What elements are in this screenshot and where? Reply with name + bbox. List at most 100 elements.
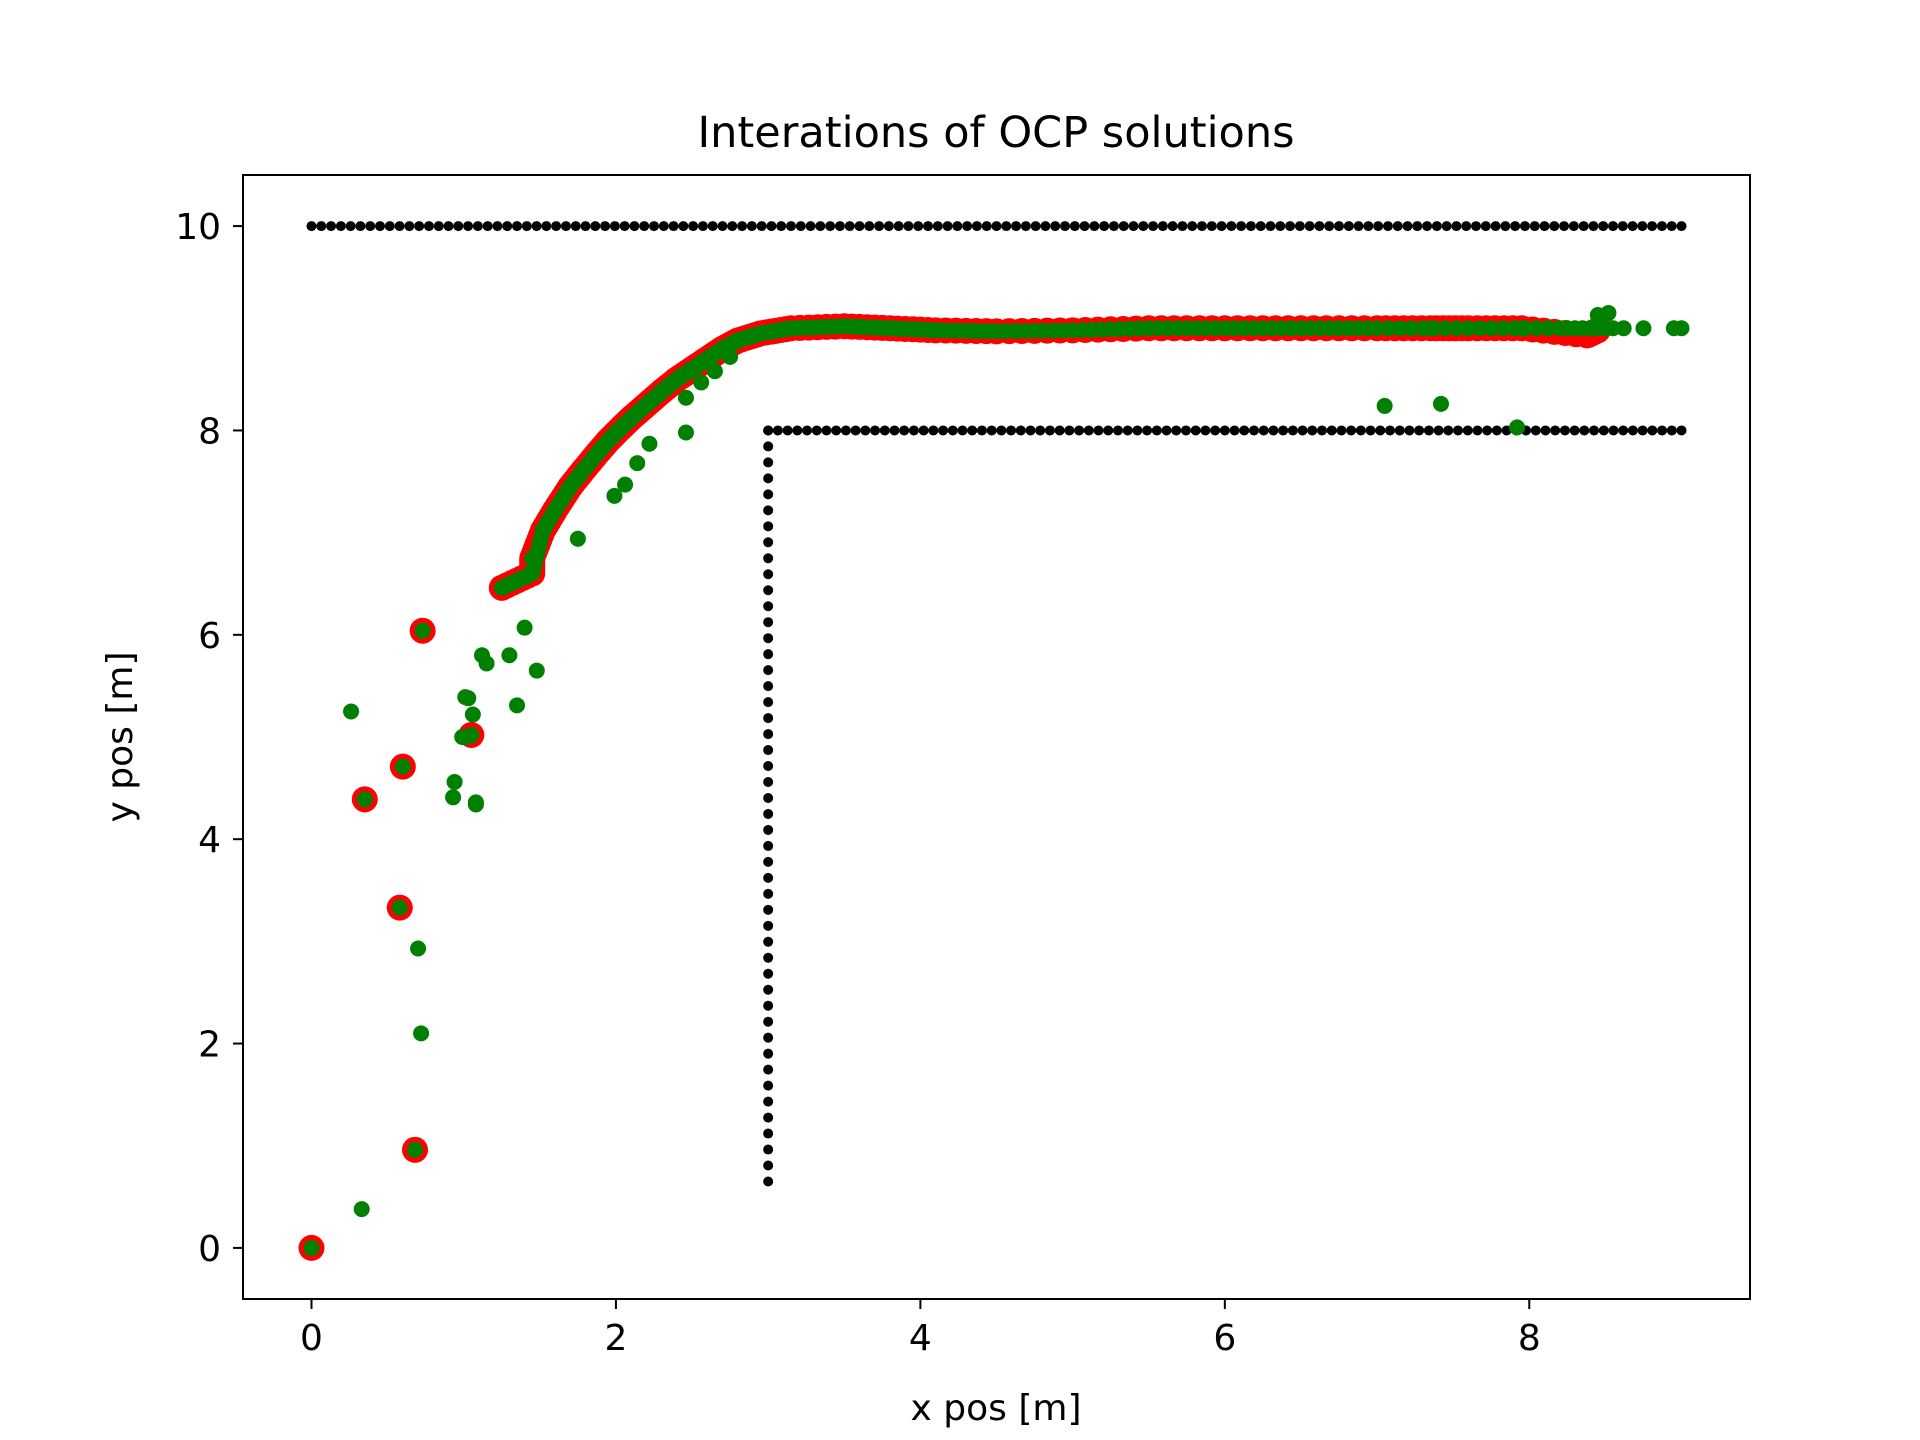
obstacle-top-wall-point — [1647, 221, 1658, 232]
green-iterate-point — [528, 662, 545, 679]
y-tick-label: 10 — [175, 207, 221, 248]
obstacle-top-wall-point — [1451, 221, 1462, 232]
obstacle-lower-wall-point — [1579, 425, 1590, 436]
obstacle-vertical-wall-point — [763, 1080, 774, 1091]
obstacle-vertical-wall-point — [763, 1112, 774, 1123]
obstacle-lower-wall-point — [899, 425, 910, 436]
obstacle-top-wall-point — [1314, 221, 1325, 232]
obstacle-lower-wall-point — [1248, 425, 1259, 436]
obstacle-top-wall-point — [326, 221, 337, 232]
obstacle-top-wall-point — [932, 221, 943, 232]
obstacle-top-wall-point — [1617, 221, 1628, 232]
obstacle-top-wall-point — [600, 221, 611, 232]
obstacle-top-wall-point — [991, 221, 1002, 232]
obstacle-lower-wall-point — [1083, 425, 1094, 436]
obstacle-lower-wall-point — [850, 425, 861, 436]
obstacle-vertical-wall-point — [763, 585, 774, 596]
obstacle-lower-wall-point — [1006, 425, 1017, 436]
green-iterate-point — [1506, 320, 1523, 337]
obstacle-top-wall-point — [345, 221, 356, 232]
obstacle-lower-wall-point — [1589, 425, 1600, 436]
obstacle-top-wall-point — [1177, 221, 1188, 232]
obstacle-vertical-wall-point — [763, 904, 774, 915]
obstacle-top-wall-point — [316, 221, 327, 232]
green-iterate-point — [1509, 419, 1526, 436]
obstacle-top-wall-point — [1510, 221, 1521, 232]
obstacle-top-wall-point — [472, 221, 483, 232]
obstacle-top-wall-point — [433, 221, 444, 232]
obstacle-top-wall-point — [1255, 221, 1266, 232]
obstacle-vertical-wall-point — [763, 713, 774, 724]
obstacle-top-wall-point — [971, 221, 982, 232]
obstacle-lower-wall-point — [1219, 425, 1230, 436]
obstacle-lower-wall-point — [1404, 425, 1415, 436]
obstacle-top-wall-point — [1480, 221, 1491, 232]
obstacle-top-wall-point — [306, 221, 317, 232]
obstacle-top-wall-point — [952, 221, 963, 232]
obstacle-top-wall-point — [1549, 221, 1560, 232]
obstacle-top-wall-point — [1069, 221, 1080, 232]
obstacle-top-wall-point — [766, 221, 777, 232]
obstacle-top-wall-point — [658, 221, 669, 232]
green-iterate-point — [1376, 397, 1393, 414]
obstacle-vertical-wall-point — [763, 761, 774, 772]
obstacle-top-wall-point — [335, 221, 346, 232]
green-iterate-point — [463, 726, 480, 743]
obstacle-lower-wall-point — [1433, 425, 1444, 436]
obstacle-lower-wall-point — [1316, 425, 1327, 436]
green-iterate-point — [413, 1025, 430, 1042]
green-iterate-point — [1517, 320, 1534, 337]
obstacle-vertical-wall-point — [763, 441, 774, 452]
x-tick-label: 8 — [1518, 1318, 1541, 1359]
y-tick-label: 2 — [198, 1025, 221, 1066]
obstacle-lower-wall-point — [947, 425, 958, 436]
obstacle-lower-wall-point — [1472, 425, 1483, 436]
obstacle-top-wall-point — [825, 221, 836, 232]
obstacle-lower-wall-point — [1161, 425, 1172, 436]
obstacle-lower-wall-point — [1307, 425, 1318, 436]
green-iterate-point — [407, 1141, 424, 1158]
obstacle-top-wall-point — [1089, 221, 1100, 232]
obstacle-top-wall-point — [1334, 221, 1344, 232]
obstacle-lower-wall-point — [1258, 425, 1269, 436]
green-iterate-point — [353, 1201, 370, 1218]
obstacle-top-wall-point — [619, 221, 630, 232]
obstacle-top-wall-point — [1236, 221, 1247, 232]
obstacle-top-wall-point — [384, 221, 395, 232]
obstacle-top-wall-point — [1656, 221, 1667, 232]
obstacle-vertical-wall-point — [763, 792, 774, 803]
green-iterate-point — [356, 791, 373, 808]
obstacle-top-wall-point — [1627, 221, 1638, 232]
obstacle-top-wall-point — [864, 221, 875, 232]
obstacle-top-wall-point — [541, 221, 552, 232]
obstacle-top-wall-point — [1578, 221, 1589, 232]
green-iterate-point — [980, 323, 997, 340]
obstacle-top-wall-point — [1294, 221, 1305, 232]
obstacle-vertical-wall-point — [763, 697, 774, 708]
obstacle-top-wall-point — [1373, 221, 1384, 232]
obstacle-vertical-wall-point — [763, 1048, 774, 1059]
obstacle-vertical-wall-point — [763, 1096, 774, 1107]
obstacle-top-wall-point — [1157, 221, 1168, 232]
obstacle-top-wall-point — [482, 221, 493, 232]
plot-area — [243, 175, 1750, 1299]
obstacle-lower-wall-point — [1423, 425, 1434, 436]
obstacle-top-wall-point — [737, 221, 748, 232]
green-iterate-point — [478, 655, 495, 672]
obstacle-vertical-wall-point — [763, 856, 774, 867]
obstacle-top-wall-point — [844, 221, 855, 232]
green-iterate-point — [1483, 320, 1500, 337]
obstacle-lower-wall-point — [1103, 425, 1114, 436]
obstacle-top-wall-point — [815, 221, 826, 232]
obstacle-top-wall-point — [531, 221, 542, 232]
green-iterate-point — [641, 435, 658, 452]
obstacle-top-wall-point — [1422, 221, 1433, 232]
obstacle-top-wall-point — [1353, 221, 1364, 232]
obstacle-top-wall-point — [1167, 221, 1178, 232]
obstacle-layer — [306, 221, 1687, 1187]
obstacle-lower-wall-point — [1229, 425, 1240, 436]
obstacle-top-wall-point — [1275, 221, 1286, 232]
obstacle-top-wall-point — [1138, 221, 1149, 232]
obstacle-top-wall-point — [355, 221, 366, 232]
green-iterates-layer — [303, 304, 1690, 1256]
